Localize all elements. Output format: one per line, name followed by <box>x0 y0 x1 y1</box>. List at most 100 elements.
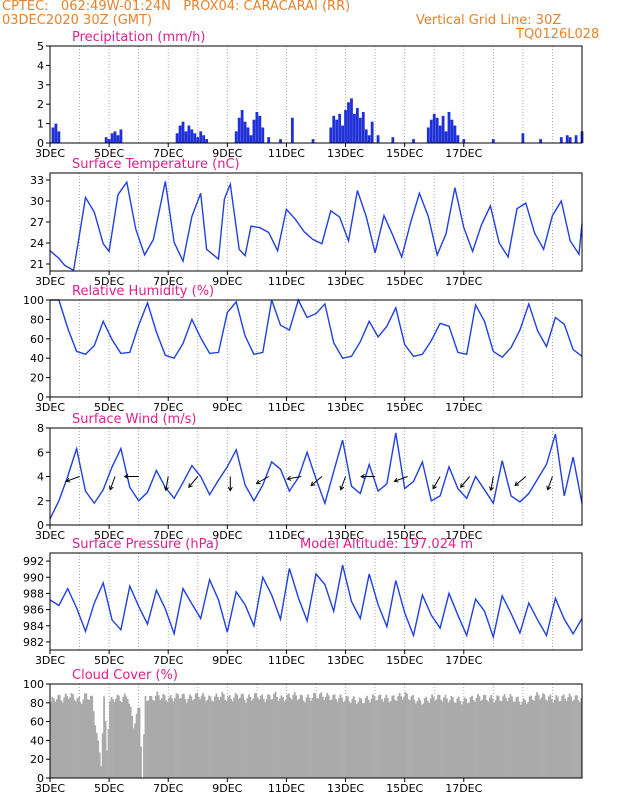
panel-frame <box>49 299 583 398</box>
precip-bar <box>338 113 342 143</box>
panel-annotation: Model Altitude: 197.024 m <box>300 537 473 552</box>
cloud-bar <box>302 700 305 778</box>
x-tick-label: 7DEC <box>153 275 183 288</box>
cloud-bar <box>106 750 108 778</box>
cloud-bar <box>330 699 333 778</box>
cloud-bar <box>508 697 510 778</box>
wind-arrow <box>287 476 302 480</box>
cloud-bar <box>573 700 575 778</box>
cloud-bar <box>434 700 436 778</box>
cloud-bar <box>203 696 206 778</box>
cloud-bar <box>419 700 422 778</box>
cloud-bar <box>509 694 512 778</box>
cloud-bar <box>549 694 552 778</box>
cloud-bar <box>565 701 568 778</box>
precip-bar <box>237 117 241 143</box>
cloud-bar <box>435 699 438 778</box>
cloud-bar <box>83 693 86 778</box>
cloud-bar <box>219 696 222 778</box>
cloud-bar <box>320 692 323 778</box>
cloud-bar <box>564 698 567 778</box>
cloud-bar <box>457 696 460 778</box>
cloud-bar <box>413 699 416 778</box>
cloud-bar <box>518 701 521 778</box>
cloud-bar <box>206 699 209 778</box>
y-tick-label: 40 <box>30 352 44 365</box>
precipitation-panel: 0 1 2 3 4 5 3DEC 5DEC 7DEC 9DEC 11DEC 13DEC 15DEC 17D… <box>35 30 584 160</box>
cloud-bar <box>215 693 218 778</box>
cloud-bar <box>345 696 348 778</box>
cloud-bar <box>446 698 448 778</box>
cloud-bar <box>437 694 439 778</box>
header-code: TQ0126L028 <box>516 27 600 42</box>
cloud-bar <box>468 702 470 778</box>
cloud-bar <box>456 698 459 778</box>
x-tick-label: 17DEC <box>445 147 482 160</box>
cloud-bar <box>117 695 120 778</box>
y-tick-label: 982 <box>23 636 44 649</box>
precip-bar <box>329 127 333 143</box>
cloud-bar <box>480 700 482 778</box>
cloud-bar <box>211 700 213 778</box>
cloud-bar <box>338 697 340 778</box>
cloud-bar <box>379 694 382 778</box>
cloud-bar <box>295 695 298 778</box>
y-tick-label: 5 <box>37 40 44 53</box>
y-tick-label: 990 <box>23 571 44 584</box>
y-tick-label: 0 <box>37 772 44 785</box>
cloud-bar <box>242 694 244 778</box>
cloud-bar <box>245 702 247 778</box>
cloud-bar <box>239 697 241 778</box>
cloud-bar <box>496 695 499 778</box>
precip-bar <box>104 137 108 143</box>
cloud-bar <box>515 697 518 778</box>
x-tick-label: 5DEC <box>94 654 124 667</box>
panel-frame <box>49 683 583 779</box>
cloud-bar <box>104 720 107 778</box>
wind-arrow <box>109 476 116 490</box>
cloud-bar <box>292 694 295 778</box>
cloud-bar <box>187 698 190 778</box>
precip-bar <box>341 125 344 143</box>
cloud-bar <box>443 697 445 778</box>
precip-bar <box>240 110 244 143</box>
cloud-bar <box>454 702 457 778</box>
y-tick-label: 20 <box>30 372 44 385</box>
cloud-bar <box>81 703 83 778</box>
cloud-bar <box>270 699 272 778</box>
cloud-bar <box>432 696 435 778</box>
cloud-bar <box>463 697 466 778</box>
cloud-bar <box>301 695 303 778</box>
x-tick-label: 11DEC <box>268 529 305 542</box>
cloud-bar <box>51 696 54 778</box>
cloud-bar <box>425 696 428 778</box>
cloud-bar <box>574 695 577 778</box>
cloud-bar <box>259 695 262 778</box>
cloud-bar <box>258 699 261 778</box>
cloud-bar <box>131 715 134 778</box>
cloud-bar <box>460 704 463 778</box>
cloud-bar <box>525 703 528 778</box>
precip-bar <box>450 119 454 143</box>
cloud-bar <box>441 701 444 778</box>
cloud-bar <box>329 700 332 778</box>
cloud-bar <box>138 707 141 778</box>
precip-bar <box>51 127 55 143</box>
cloud-bar <box>113 701 116 778</box>
cloud-bar <box>474 701 476 778</box>
cloud-bar <box>410 696 413 778</box>
y-tick-label: 80 <box>30 697 44 710</box>
precip-bar <box>565 135 569 143</box>
y-tick-label: 33 <box>30 174 44 187</box>
x-tick-label: 17DEC <box>445 401 482 414</box>
cloud-bar <box>122 696 125 778</box>
wind-arrow <box>490 476 494 491</box>
cloud-bar <box>485 700 488 778</box>
cloud-bar <box>355 704 358 778</box>
y-tick-label: 2 <box>37 495 44 508</box>
cloud-bar <box>115 698 117 778</box>
cloud-bar <box>287 693 290 778</box>
precip-bar <box>438 125 442 143</box>
precip-bar <box>243 121 247 143</box>
cloud-bar <box>324 696 327 778</box>
